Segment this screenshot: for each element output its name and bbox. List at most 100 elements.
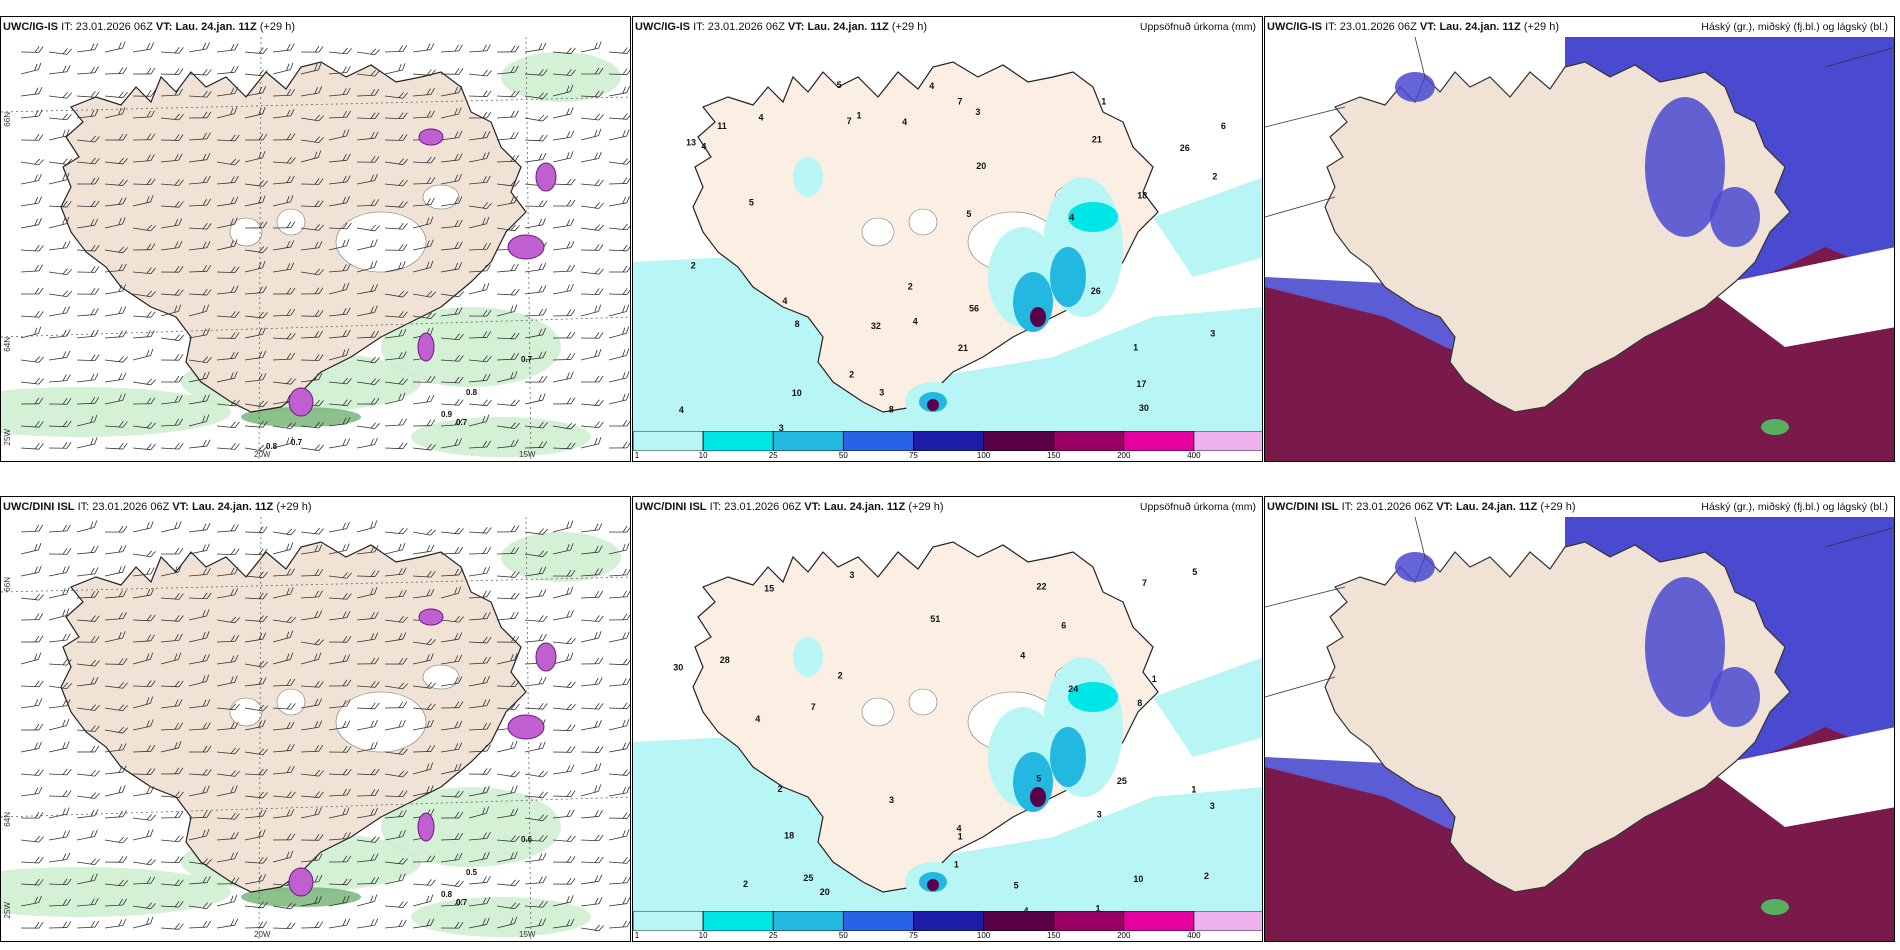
wind-barb-feather: [374, 741, 378, 749]
wind-barb-feather: [90, 636, 96, 643]
wind-barb: [468, 698, 491, 709]
wind-barb-feather: [398, 748, 404, 755]
wind-barb: [412, 918, 435, 929]
wind-barb-feather: [262, 749, 268, 756]
wind-barb-feather: [402, 528, 408, 535]
wind-barb-feather: [90, 66, 95, 74]
wind-barb: [524, 441, 548, 449]
wind-barb: [384, 222, 408, 230]
wind-barb-staff: [468, 682, 487, 687]
wind-barb-feather: [178, 791, 184, 798]
wind-barb-feather: [286, 309, 292, 316]
sea-precip-area: [1153, 657, 1262, 757]
wind-barb-feather: [622, 702, 628, 709]
wind-barb-feather: [66, 241, 71, 248]
wind-barb-staff: [160, 927, 179, 930]
wind-barb-feather: [622, 920, 627, 928]
wind-barb-feather: [622, 786, 627, 794]
wind-barb-feather: [342, 222, 348, 229]
wind-barb-feather: [370, 895, 374, 903]
wind-barb-feather: [370, 657, 376, 665]
wind-barb-staff: [132, 640, 151, 643]
wind-barb-feather: [426, 786, 430, 794]
wind-barb-feather: [202, 176, 207, 183]
wind-barb: [300, 268, 324, 276]
wind-barb-staff: [468, 446, 487, 449]
wind-barb: [76, 157, 100, 165]
wind-barb: [580, 809, 603, 819]
wind-barb-feather: [626, 543, 630, 551]
wind-barb: [216, 616, 240, 624]
wind-barb-staff: [468, 337, 488, 339]
wind-barb: [244, 444, 268, 452]
wind-barb-staff: [216, 113, 235, 119]
wind-barb-feather: [314, 611, 319, 618]
glacier: [861, 697, 895, 727]
wind-barb-feather: [174, 767, 180, 775]
wind-barb-staff: [524, 773, 543, 778]
wind-barb-feather: [206, 828, 210, 837]
wind-barb-staff: [468, 270, 487, 273]
wind-barb-staff: [384, 399, 403, 405]
wind-barb-staff: [468, 838, 487, 841]
wind-barb-feather: [62, 48, 68, 55]
wind-barb-staff: [328, 813, 347, 819]
wind-barb-feather: [66, 683, 72, 690]
wind-barb-staff: [524, 553, 543, 558]
wind-barb-feather: [174, 680, 180, 687]
wind-barb-staff: [104, 95, 123, 99]
wind-barb-feather: [482, 374, 487, 381]
wind-barb-staff: [440, 313, 459, 317]
wind-barb: [216, 311, 240, 318]
high-cloud-area: [1761, 899, 1789, 915]
wind-barb-staff: [468, 792, 487, 797]
wind-barb-staff: [216, 817, 235, 820]
wind-barb: [300, 921, 324, 929]
wind-barb-staff: [20, 333, 39, 339]
wind-barb-feather: [570, 790, 576, 797]
wind-barb: [384, 63, 406, 75]
wind-barb-feather: [538, 328, 543, 336]
wind-barb-feather: [402, 901, 408, 908]
precip-value-label: 8: [1137, 698, 1142, 708]
wind-barb-feather: [430, 110, 435, 118]
wind-barb-staff: [188, 615, 207, 621]
wind-barb-feather: [370, 768, 376, 775]
wind-barb-feather: [538, 43, 543, 51]
wind-barb-staff: [244, 183, 263, 187]
wind-barb-feather: [626, 702, 630, 709]
precip-value-label: 3: [1210, 328, 1215, 338]
wind-barb: [272, 616, 296, 623]
wind-barb-feather: [486, 44, 491, 51]
wind-barb-feather: [458, 616, 464, 623]
wind-barb-staff: [20, 597, 39, 601]
wind-barb: [76, 42, 99, 53]
wind-barb-feather: [178, 218, 183, 226]
wind-barb-staff: [244, 292, 263, 295]
wind-barb-feather: [262, 792, 268, 799]
wind-barb-feather: [258, 571, 264, 578]
wind-barb-feather: [374, 88, 380, 96]
wind-barb: [356, 719, 378, 731]
panel-wind-igis: UWC/IG-IS IT: 23.01.2026 06Z VT: Lau. 24…: [0, 16, 631, 462]
wind-barb-feather: [514, 592, 520, 600]
wind-barb: [76, 396, 100, 405]
lon-label-25: 25W: [3, 429, 12, 446]
wind-barb-feather: [174, 334, 180, 341]
wind-barb: [160, 353, 184, 361]
wind-barb-staff: [300, 704, 319, 709]
wind-barb-feather: [90, 745, 96, 753]
wind-barb: [188, 810, 212, 819]
wind-barb-feather: [62, 790, 68, 797]
wind-barb-staff: [468, 903, 487, 907]
wind-barb-staff: [468, 882, 487, 885]
wind-barb-feather: [402, 244, 408, 251]
wind-barb: [244, 632, 267, 643]
wind-barb-feather: [34, 543, 38, 551]
wind-barb-staff: [468, 812, 487, 819]
wind-barb-feather: [314, 421, 320, 428]
wind-barb-feather: [90, 521, 94, 529]
wind-barb-staff: [188, 421, 207, 427]
wind-barb-staff: [300, 659, 319, 665]
wind-barb-staff: [132, 659, 151, 665]
